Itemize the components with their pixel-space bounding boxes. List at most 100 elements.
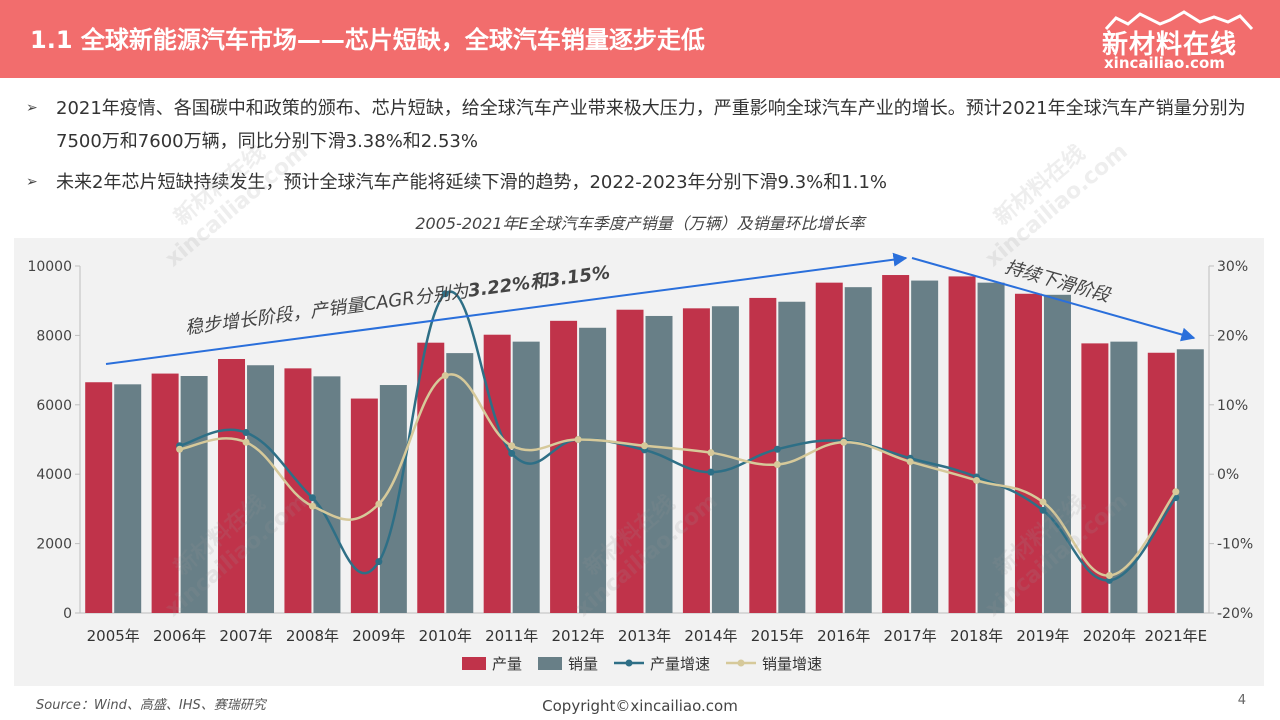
bar-sales: [1043, 294, 1071, 613]
y-right-tick-label: 30%: [1217, 259, 1248, 275]
header-bar: 1.1 全球新能源汽车市场——芯片短缺，全球汽车销量逐步走低 新材料在线 xin…: [0, 0, 1280, 78]
y-right-tick-label: 20%: [1217, 328, 1248, 344]
x-tick-label: 2020年: [1083, 627, 1136, 645]
legend-label: 销量增速: [762, 655, 822, 673]
legend-label: 产量: [492, 655, 522, 673]
page-number: 4: [1237, 693, 1246, 708]
point-sales-growth: [308, 502, 316, 510]
point-sales-growth: [773, 460, 781, 468]
legend-marker: [625, 659, 633, 667]
bar-production: [417, 342, 445, 613]
bar-sales: [247, 365, 275, 613]
y-left-tick-label: 10000: [27, 259, 72, 275]
point-sales-growth: [176, 445, 184, 453]
point-production-growth: [1105, 576, 1113, 584]
point-production-growth: [308, 494, 316, 502]
source-note: Source：Wind、高盛、IHS、赛瑞研究: [36, 698, 266, 713]
point-production-growth: [375, 558, 383, 566]
logo-house-icon: [1104, 10, 1254, 30]
logo: 新材料在线 xincailiao.com: [1096, 10, 1266, 72]
bar-sales: [844, 287, 872, 613]
bar-production: [483, 334, 511, 613]
y-right-tick-label: -10%: [1217, 537, 1253, 553]
bar-sales: [711, 306, 739, 613]
point-production-growth: [773, 445, 781, 453]
line-sales-growth: [179, 373, 1177, 577]
point-production-growth: [707, 468, 715, 476]
y-left-tick-label: 6000: [36, 398, 72, 414]
point-sales-growth: [375, 500, 383, 508]
point-sales-growth: [641, 442, 648, 450]
bar-sales: [512, 341, 540, 613]
x-tick-label: 2019年: [1016, 627, 1069, 645]
bar-sales: [911, 280, 939, 613]
y-right-tick-label: 10%: [1217, 398, 1248, 414]
bar-sales: [977, 282, 1005, 613]
chart-svg: 0 2000 4000 6000 8000 10000 -20% -10% 0% 10% 20% 30…: [27, 252, 1253, 673]
x-tick-label: 2007年: [219, 627, 272, 645]
y-right-tick-label: 0%: [1217, 467, 1239, 483]
point-sales-growth: [1172, 488, 1180, 496]
y-left-tick-label: 4000: [36, 467, 72, 483]
point-sales-growth: [973, 476, 981, 484]
bullet-arrow-icon: ➢: [26, 174, 38, 190]
chart-title: 2005-2021年E全球汽车季度产销量（万辆）及销量环比增长率: [415, 214, 865, 233]
logo-url: xincailiao.com: [1104, 54, 1225, 72]
x-tick-label: 2011年: [485, 627, 538, 645]
bar-sales: [1176, 349, 1204, 613]
bar-sales: [645, 315, 673, 613]
bullet-text: 2021年疫情、各国碳中和政策的颁布、芯片短缺，给全球汽车产业带来极大压力，严重…: [56, 98, 1246, 152]
point-sales-growth: [574, 436, 582, 443]
x-tick-label: 2021年E: [1144, 627, 1207, 645]
point-sales-growth: [508, 442, 516, 450]
bar-production: [151, 373, 179, 613]
x-tick-label: 2014年: [684, 627, 737, 645]
point-sales-growth: [1105, 572, 1113, 580]
x-tick-label: 2015年: [751, 627, 804, 645]
x-tick-label: 2012年: [551, 627, 604, 645]
bar-production: [1147, 352, 1175, 613]
y-left-tick-label: 0: [63, 606, 72, 622]
point-sales-growth: [242, 438, 250, 446]
x-tick-label: 2010年: [419, 627, 472, 645]
legend-label: 产量增速: [650, 655, 710, 673]
x-tick-label: 2005年: [87, 627, 140, 645]
bar-production: [682, 308, 710, 613]
legend-swatch: [538, 657, 562, 670]
bullet-list: ➢ 2021年疫情、各国碳中和政策的颁布、芯片短缺，给全球汽车产业带来极大压力，…: [26, 92, 1266, 207]
bullet-arrow-icon: ➢: [26, 100, 38, 116]
legend-marker: [737, 659, 745, 667]
y-right-tick-label: -20%: [1217, 606, 1253, 622]
x-tick-label: 2016年: [817, 627, 870, 645]
bullet-item: ➢ 未来2年芯片短缺持续发生，预计全球汽车产能将延续下滑的趋势，2022-202…: [26, 166, 1266, 199]
y-left-tick-label: 2000: [36, 537, 72, 553]
bar-production: [1014, 293, 1042, 613]
bar-production: [948, 276, 976, 613]
line-production-growth: [179, 290, 1177, 582]
annotation-stage-growth-values: 3.22%和3.15%: [467, 262, 611, 301]
bullet-text: 未来2年芯片短缺持续发生，预计全球汽车产能将延续下滑的趋势，2022-2023年…: [56, 172, 888, 193]
point-production-growth: [1039, 506, 1047, 514]
bullet-item: ➢ 2021年疫情、各国碳中和政策的颁布、芯片短缺，给全球汽车产业带来极大压力，…: [26, 92, 1266, 158]
logo-name: 新材料在线: [1102, 30, 1238, 60]
bar-sales: [446, 353, 474, 613]
x-tick-label: 2018年: [950, 627, 1003, 645]
point-sales-growth: [906, 458, 914, 466]
copyright: Copyright©xincailiao.com: [542, 697, 738, 715]
x-tick-label: 2013年: [618, 627, 671, 645]
x-tick-label: 2009年: [352, 627, 405, 645]
annotation-stage-growth: 稳步增长阶段，产销量CAGR分别为3.22%和3.15%: [184, 262, 611, 339]
y-left-tick-label: 8000: [36, 328, 72, 344]
bar-sales: [180, 375, 208, 613]
annotation-stage-growth-prefix: 稳步增长阶段，产销量CAGR分别为: [184, 281, 471, 339]
point-production-growth: [441, 290, 449, 298]
bar-production: [882, 275, 910, 613]
page-title: 1.1 全球新能源汽车市场——芯片短缺，全球汽车销量逐步走低: [30, 26, 705, 54]
point-sales-growth: [707, 449, 715, 457]
bar-sales: [313, 376, 341, 613]
bar-production: [749, 297, 777, 613]
bar-production: [550, 320, 578, 613]
chart-area: 0 2000 4000 6000 8000 10000 -20% -10% 0% 10% 20% 30…: [14, 238, 1264, 686]
point-sales-growth: [1039, 498, 1047, 506]
bar-production: [616, 309, 644, 613]
